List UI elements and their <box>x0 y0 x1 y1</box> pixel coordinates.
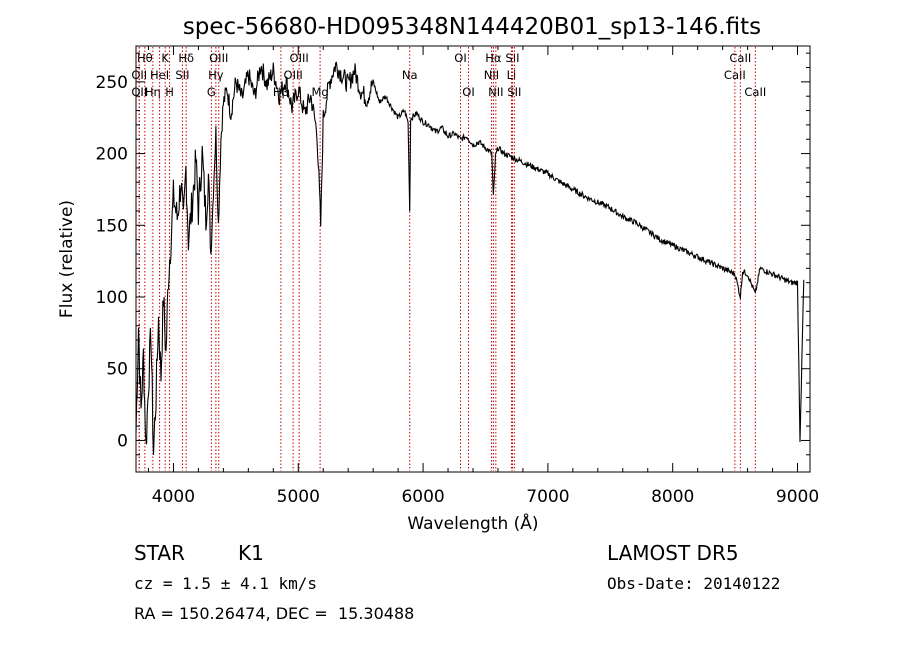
line-marker-label: HeI <box>150 68 169 82</box>
line-marker-label: K <box>161 51 169 65</box>
x-tick-label: 7000 <box>526 487 569 507</box>
line-marker-label: OI <box>462 85 474 99</box>
line-marker-label: Na <box>402 68 418 82</box>
line-marker-label: Hη <box>145 85 161 99</box>
line-marker-label: Hθ <box>137 51 153 65</box>
line-marker-label: SII <box>505 51 519 65</box>
line-marker-label: Mg <box>311 85 328 99</box>
y-tick-label: 150 <box>96 216 128 236</box>
line-marker-label: OI <box>454 51 466 65</box>
subclass: K1 <box>238 541 264 565</box>
object-class: STAR <box>134 541 185 565</box>
survey-name: LAMOST DR5 <box>607 541 739 565</box>
spectrum-line <box>135 61 805 455</box>
y-tick-label: 0 <box>117 431 128 451</box>
chart-title: spec-56680-HD095348N144420B01_sp13-146.f… <box>183 14 761 40</box>
line-marker-label: G <box>207 85 216 99</box>
x-tick-label: 9000 <box>776 487 819 507</box>
line-marker-label: Hγ <box>208 68 224 82</box>
x-axis-label: Wavelength (Å) <box>407 512 538 534</box>
x-axis: 4000 5000 6000 7000 8000 9000 <box>147 46 819 507</box>
y-axis: 0 50 100 150 200 250 <box>96 52 810 456</box>
line-marker-label: SII <box>507 85 521 99</box>
x-tick-label: 8000 <box>651 487 694 507</box>
emission-line-markers: HθOIIOIIHηHeIKHSIIHδGHγOIIIHβOIIIOIIIMgN… <box>131 47 766 471</box>
line-marker-label: CaII <box>724 68 746 82</box>
coordinates: RA = 150.26474, DEC = 15.30488 <box>134 604 415 623</box>
y-axis-label: Flux (relative) <box>57 200 77 318</box>
redshift-readout: cz = 1.5 ± 4.1 km/s <box>134 574 318 593</box>
line-marker-label: CaII <box>729 51 751 65</box>
line-marker-label: CaII <box>744 85 766 99</box>
y-tick-label: 250 <box>96 73 128 93</box>
spectrum-series <box>135 61 805 455</box>
line-marker-label: OIII <box>209 51 228 65</box>
plot-frame <box>135 45 811 473</box>
x-tick-label: 6000 <box>401 487 444 507</box>
line-marker-label: OIII <box>290 51 309 65</box>
line-marker-label: OII <box>131 85 147 99</box>
x-tick-label: 5000 <box>277 487 320 507</box>
line-marker-label: SII <box>175 68 189 82</box>
line-marker-label: Hα <box>485 51 502 65</box>
y-tick-label: 100 <box>96 288 128 308</box>
x-tick-label: 4000 <box>152 487 195 507</box>
line-marker-label: NII <box>488 85 503 99</box>
line-marker-label: Li <box>507 68 517 82</box>
y-tick-label: 50 <box>106 360 128 380</box>
obs-date: Obs-Date: 20140122 <box>607 574 781 593</box>
y-tick-label: 200 <box>96 145 128 165</box>
line-marker-label: NII <box>484 68 499 82</box>
line-marker-label: Hδ <box>178 51 194 65</box>
line-marker-label: H <box>165 85 174 99</box>
line-marker-label: OIII <box>284 68 303 82</box>
